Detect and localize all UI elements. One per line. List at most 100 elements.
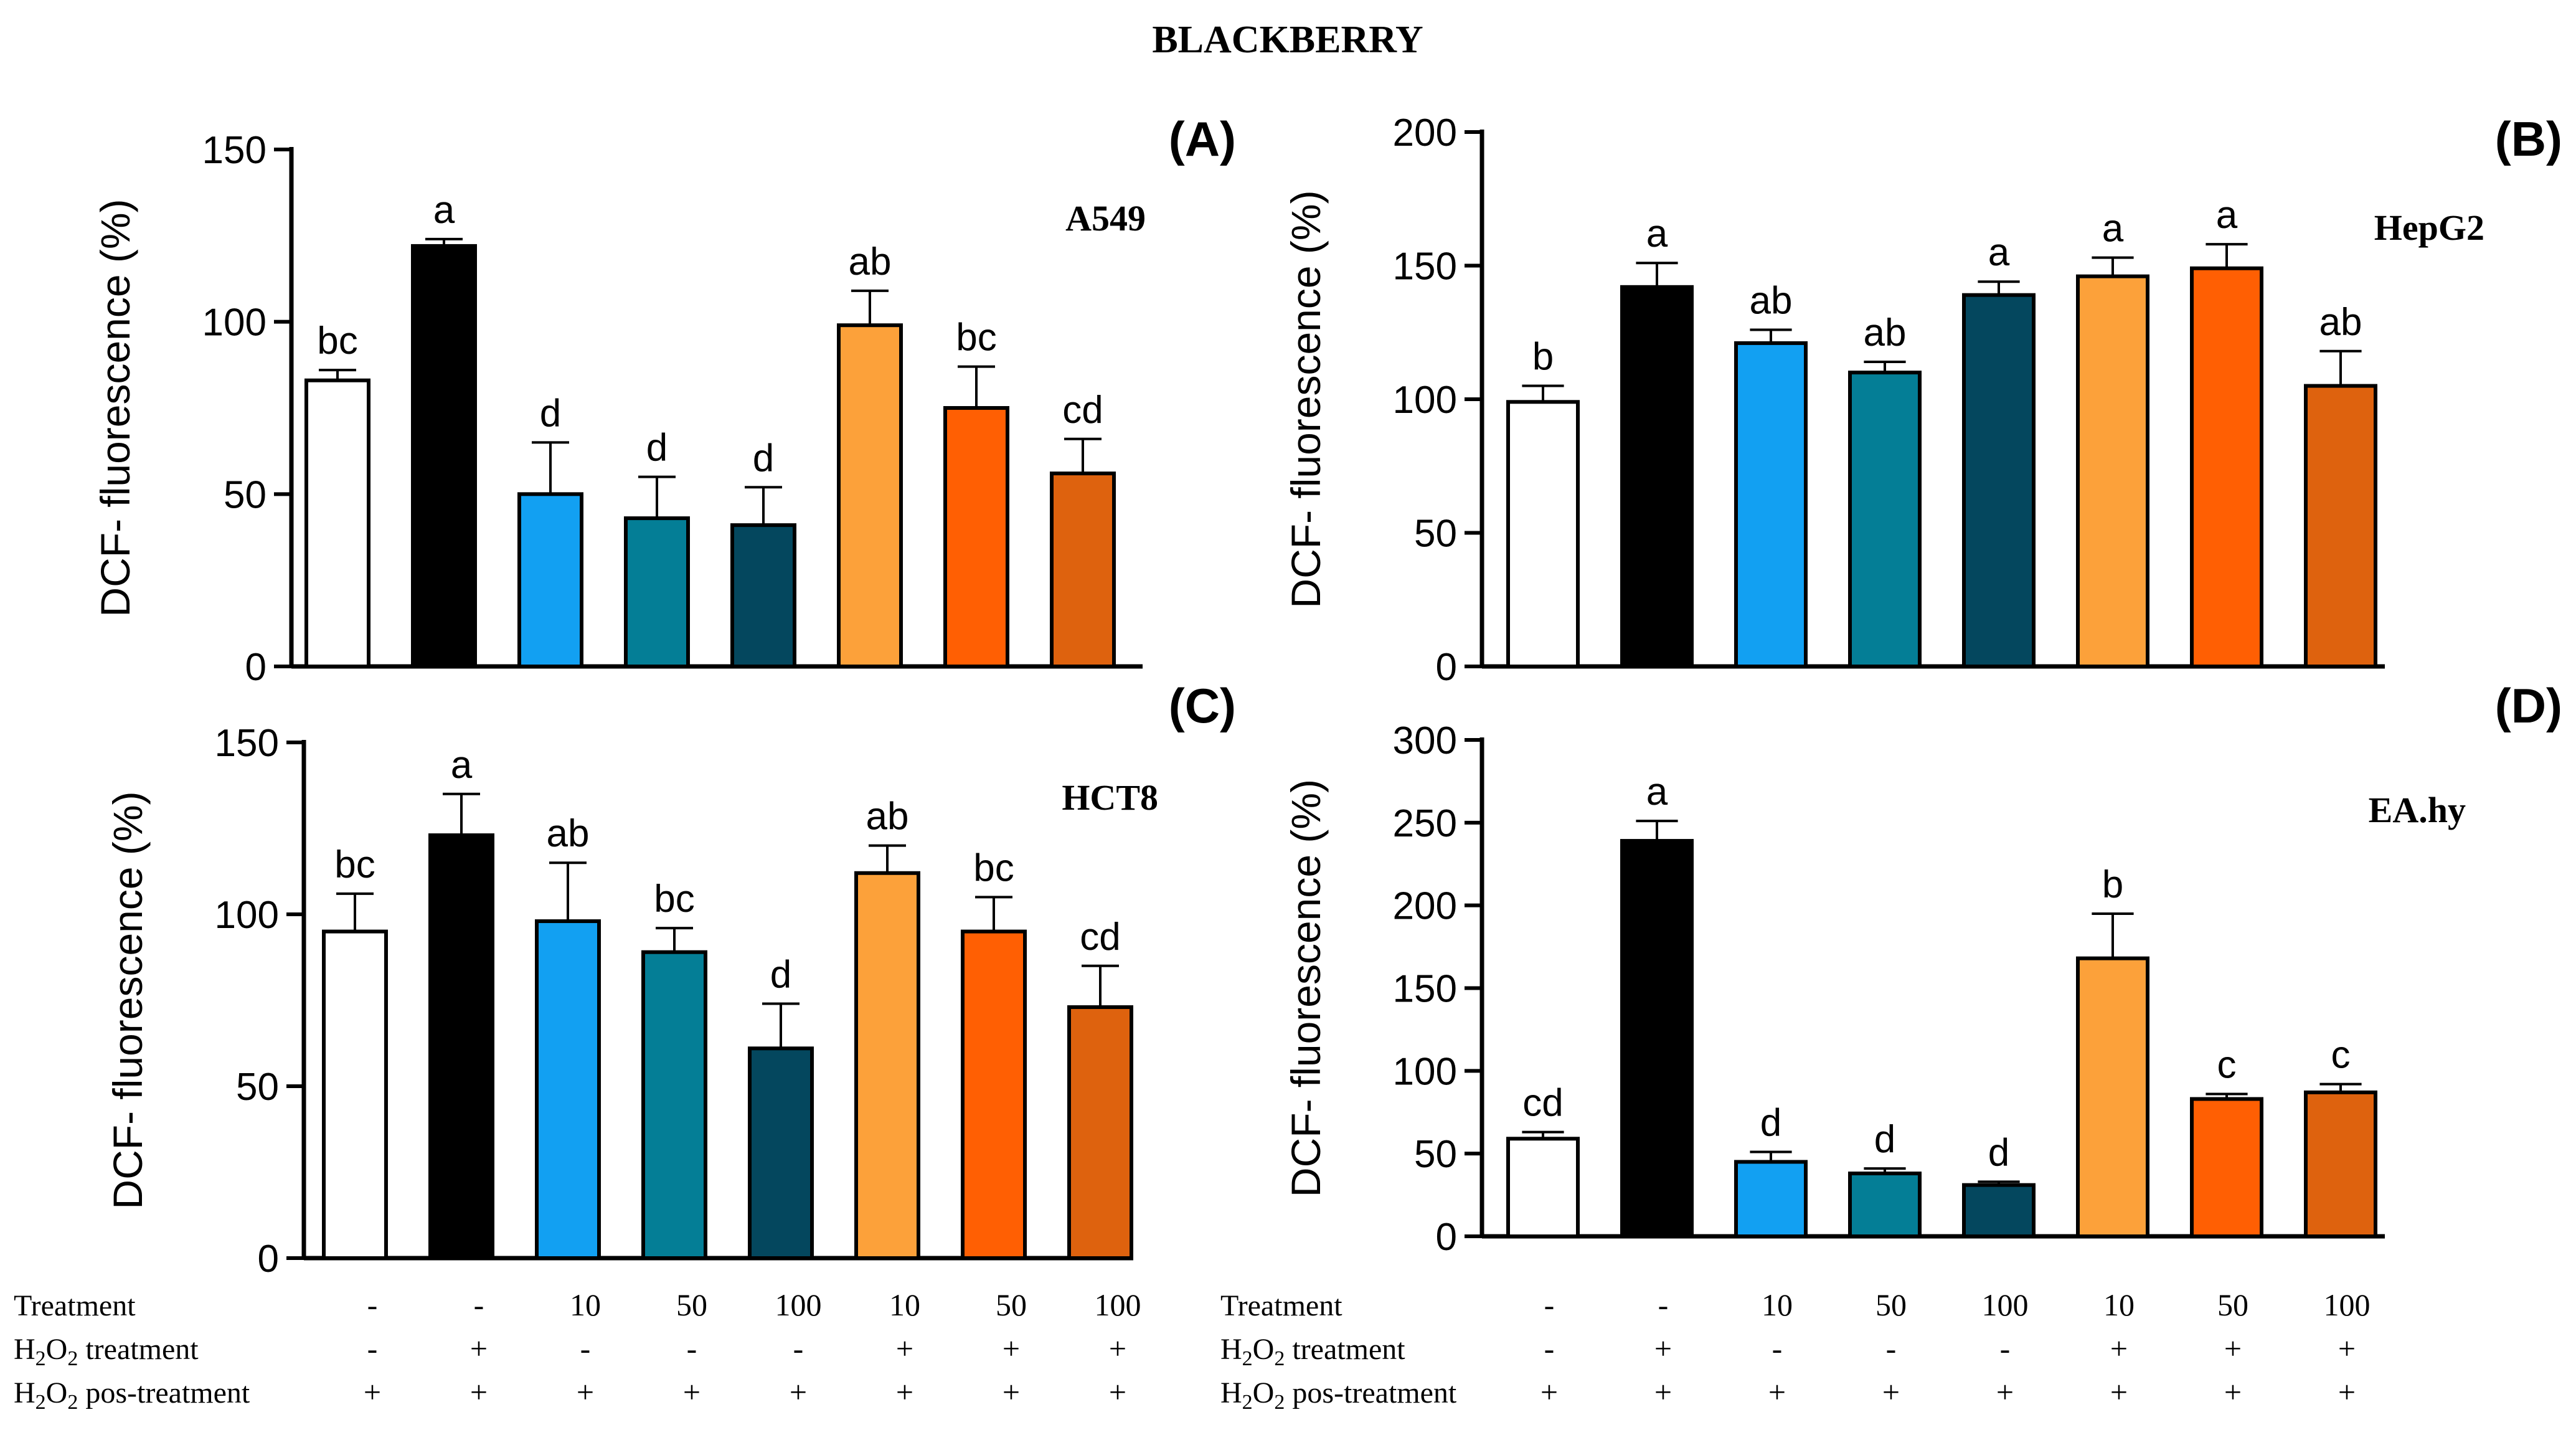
bar <box>2076 956 2149 1239</box>
y-tick-label: 200 <box>1393 111 1457 154</box>
bar <box>961 929 1027 1260</box>
table-cell: + <box>470 1331 488 1366</box>
table-cell: + <box>1768 1375 1786 1409</box>
table-cell: + <box>577 1375 594 1409</box>
chart-panel-1: 0 50 100 150 DCF- fluorescence (%) (A) A549 bc a… <box>92 111 1236 689</box>
significance-letter: c <box>2217 1044 2237 1087</box>
table-cell: 50 <box>996 1287 1027 1322</box>
bar <box>322 929 388 1260</box>
significance-letter: ab <box>866 795 909 838</box>
table-cell: - <box>2000 1331 2011 1366</box>
table-cell: - <box>580 1331 591 1366</box>
y-tick-label: 100 <box>1393 379 1457 422</box>
significance-letter: a <box>1646 770 1668 813</box>
bar <box>1050 471 1116 669</box>
table-cell: + <box>2224 1331 2242 1366</box>
y-tick-label: 150 <box>215 722 279 765</box>
bar <box>1506 400 1580 668</box>
y-tick-label: 150 <box>202 129 267 172</box>
table-cell: + <box>1003 1331 1020 1366</box>
bar <box>304 378 370 668</box>
table-cell: 100 <box>2324 1287 2371 1322</box>
significance-letter: b <box>1532 336 1554 379</box>
y-axis-label: DCF- fluorescence (%) <box>1283 190 1329 608</box>
significance-letter: a <box>433 189 455 232</box>
table-cell: 10 <box>2103 1287 2135 1322</box>
y-axis-label: DCF- fluorescence (%) <box>1283 779 1329 1197</box>
bar <box>2304 384 2377 668</box>
y-tick-label: 50 <box>1414 1133 1457 1176</box>
table-cell: + <box>2110 1375 2128 1409</box>
bar <box>2304 1090 2377 1238</box>
bar <box>943 406 1009 668</box>
y-tick-label: 50 <box>236 1066 279 1109</box>
chart-panel-3: 0 50 100 150 DCF- fluorescence (%) (C) HCT8 bc a… <box>105 678 1236 1281</box>
chart-panel-2: 0 50 100 150 200 DCF- fluorescence (%) (B) HepG… <box>1283 111 2562 689</box>
table-cell: 100 <box>1982 1287 2029 1322</box>
significance-letter: bc <box>956 316 996 359</box>
significance-letter: d <box>753 437 774 480</box>
table-cell: + <box>1996 1375 2014 1409</box>
bar <box>2190 1097 2263 1239</box>
significance-letter: ab <box>547 812 590 855</box>
cell-line-title: HepG2 <box>2374 207 2484 248</box>
bar <box>1620 285 1694 668</box>
bar <box>624 516 690 668</box>
significance-letter: a <box>1646 212 1668 255</box>
table-cell: 100 <box>1095 1287 1141 1322</box>
significance-letter: a <box>1988 231 2010 274</box>
significance-letter: ab <box>849 240 892 283</box>
table-cell: + <box>364 1375 381 1409</box>
bar <box>517 492 583 668</box>
row-label-h2o2-pos-treatment: H2O2 pos-treatment <box>1220 1376 1457 1414</box>
table-cell: + <box>2338 1375 2356 1409</box>
panel-label: (A) <box>1169 111 1236 166</box>
y-tick-label: 50 <box>1414 513 1457 556</box>
panel-label: (C) <box>1169 678 1236 733</box>
table-cell: + <box>1109 1331 1126 1366</box>
table-cell: - <box>1886 1331 1897 1366</box>
table-cell: + <box>2338 1331 2356 1366</box>
y-tick-label: 250 <box>1393 802 1457 845</box>
y-axis-label: DCF- fluorescence (%) <box>105 791 151 1209</box>
table-cell: + <box>896 1331 913 1366</box>
significance-letter: ab <box>1750 279 1793 322</box>
bar <box>837 323 903 668</box>
figure-title: BLACKBERRY <box>1152 19 1423 61</box>
table-cell: 10 <box>889 1287 920 1322</box>
row-label-treatment: Treatment <box>1220 1289 1342 1322</box>
bar <box>428 833 494 1261</box>
y-tick-label: 0 <box>245 646 267 689</box>
significance-letter: d <box>646 427 668 470</box>
y-tick-label: 0 <box>1436 646 1457 689</box>
table-cell: + <box>1109 1375 1126 1409</box>
significance-letter: ab <box>1864 311 1907 354</box>
table-cell: - <box>1544 1331 1555 1366</box>
table-cell: 50 <box>2217 1287 2248 1322</box>
table-cell: 100 <box>775 1287 822 1322</box>
significance-letter: cd <box>1522 1082 1563 1125</box>
table-cell: - <box>687 1331 697 1366</box>
table-cell: + <box>1003 1375 1020 1409</box>
significance-letter: d <box>1988 1131 2009 1174</box>
bar <box>1734 341 1808 668</box>
bar <box>854 871 920 1260</box>
y-tick-label: 300 <box>1393 719 1457 762</box>
bar <box>2076 274 2149 669</box>
table-cell: + <box>1654 1331 1672 1366</box>
cell-line-title: HCT8 <box>1062 777 1158 818</box>
table-cell: + <box>683 1375 701 1409</box>
table-cell: + <box>2110 1331 2128 1366</box>
table-cell: - <box>1544 1287 1555 1322</box>
bar <box>1848 371 1922 668</box>
table-cell: + <box>1882 1375 1900 1409</box>
row-label-treatment: Treatment <box>14 1289 136 1322</box>
y-axis-label: DCF- fluorescence (%) <box>92 199 138 617</box>
significance-letter: cd <box>1080 916 1120 959</box>
y-tick-label: 0 <box>1436 1216 1457 1259</box>
table-cell: - <box>367 1287 378 1322</box>
bar <box>1734 1160 1808 1238</box>
treatment-table-right: Treatment H2O2 treatment H2O2 pos-treatmen… <box>1220 1287 2371 1414</box>
row-label-h2o2-treatment: H2O2 treatment <box>14 1333 199 1370</box>
